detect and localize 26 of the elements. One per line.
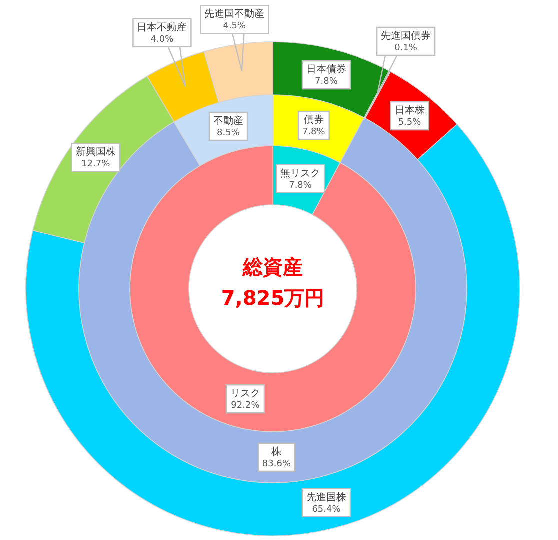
text: 総資産 <box>242 255 303 279</box>
data-label: 7.8% <box>289 180 312 191</box>
data-label: 8.5% <box>217 128 240 138</box>
data-label: 0.1% <box>394 43 418 54</box>
slice-label: 日本不動産 <box>137 21 188 34</box>
data-label: 92.2% <box>231 401 260 412</box>
slice-label: 株 <box>270 446 282 458</box>
data-label: 4.5% <box>223 22 247 32</box>
data-label: 7.8% <box>302 128 326 138</box>
slice-label: 不動産 <box>213 114 244 127</box>
slice-label: 日本株 <box>394 104 425 117</box>
slice-label: 日本債券 <box>306 64 346 76</box>
data-label: 4.0% <box>150 34 174 45</box>
text: 7,825万円 <box>221 286 325 310</box>
slice-label: 無リスク <box>280 167 321 180</box>
slice-label: 先進国株 <box>306 491 346 504</box>
data-label: 7.8% <box>315 77 338 88</box>
slice-label: 新興国株 <box>76 146 116 158</box>
slice-label: 先進国債券 <box>381 30 432 42</box>
data-label: 12.7% <box>82 160 111 170</box>
slice-label: 債券 <box>304 114 324 126</box>
data-label: 83.6% <box>262 459 292 470</box>
data-label: 65.4% <box>312 504 342 515</box>
data-label: 5.5% <box>398 118 422 128</box>
slice-label: 先進国不動産 <box>204 8 265 20</box>
slice-label: リスク <box>230 388 260 400</box>
